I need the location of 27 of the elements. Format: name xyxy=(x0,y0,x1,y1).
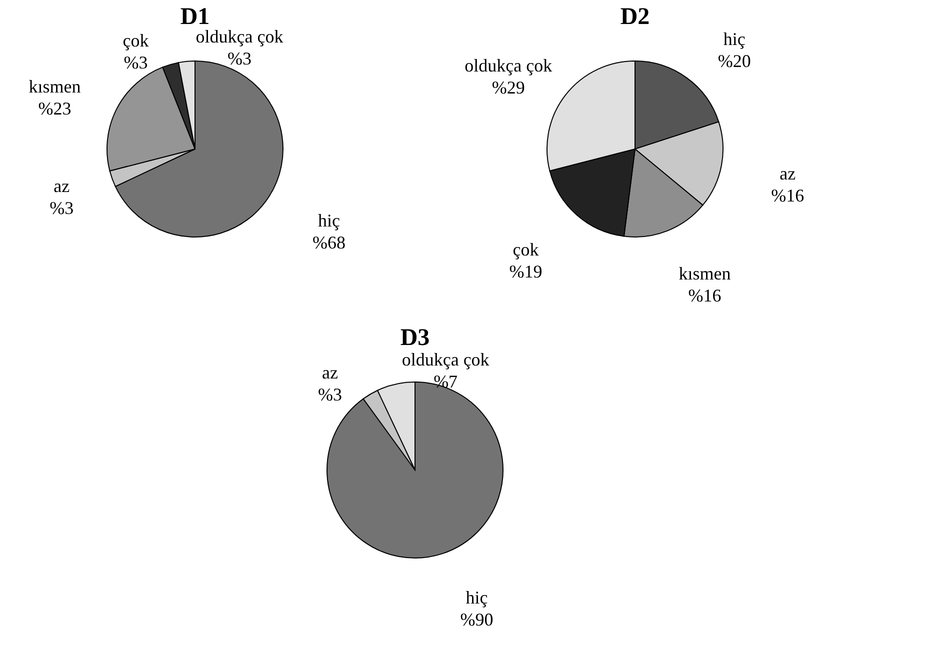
chart-title: D3 xyxy=(400,325,430,351)
data-label: %3 xyxy=(318,384,342,405)
data-label: %90 xyxy=(460,609,494,630)
slice-label: hiç xyxy=(466,587,488,608)
data-label: %16 xyxy=(771,185,804,206)
data-label: %29 xyxy=(492,77,525,98)
data-label: %3 xyxy=(227,48,252,68)
data-label: %68 xyxy=(312,232,346,252)
slice-label: kısmen xyxy=(28,76,81,97)
data-label: %20 xyxy=(718,50,751,71)
data-label: %3 xyxy=(50,198,74,218)
slice-label: hiç xyxy=(318,210,340,230)
data-label: %3 xyxy=(124,52,148,72)
slice-label: az xyxy=(322,362,338,383)
slice-label: oldukça çok xyxy=(402,350,490,370)
slice-label: kısmen xyxy=(678,264,731,284)
slice-label: az xyxy=(54,176,70,196)
slice-label: çok xyxy=(122,30,149,50)
data-label: %16 xyxy=(688,286,722,306)
slice-label: az xyxy=(780,163,796,184)
slice-label: çok xyxy=(512,239,539,260)
slice-label: hiç xyxy=(723,28,746,49)
data-label: %7 xyxy=(434,372,458,392)
chart-title: D2 xyxy=(620,4,650,30)
data-label: %19 xyxy=(509,261,542,282)
data-label: %23 xyxy=(38,98,72,119)
slice-label: oldukça çok xyxy=(464,55,552,76)
